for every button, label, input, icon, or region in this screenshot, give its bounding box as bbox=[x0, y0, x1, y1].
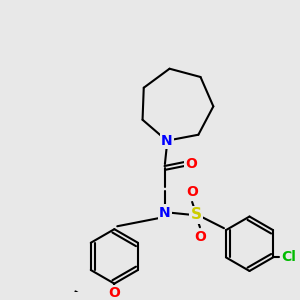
Text: N: N bbox=[159, 206, 171, 220]
Text: O: O bbox=[108, 286, 120, 300]
Text: O: O bbox=[194, 230, 206, 244]
Text: O: O bbox=[185, 157, 197, 171]
Text: N: N bbox=[161, 134, 173, 148]
Text: S: S bbox=[190, 207, 202, 222]
Text: Cl: Cl bbox=[281, 250, 296, 264]
Text: O: O bbox=[186, 185, 198, 199]
